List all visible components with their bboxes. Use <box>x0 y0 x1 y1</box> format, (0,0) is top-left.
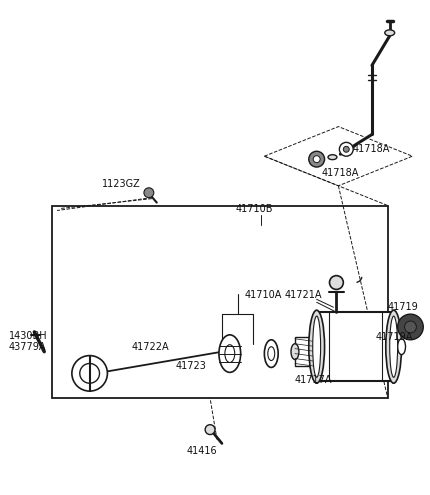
Ellipse shape <box>268 346 275 360</box>
Ellipse shape <box>329 276 343 290</box>
Circle shape <box>405 321 416 333</box>
Circle shape <box>309 151 325 167</box>
Ellipse shape <box>386 310 402 383</box>
Text: 41718A: 41718A <box>322 168 359 178</box>
Circle shape <box>313 156 320 163</box>
Text: 41717A: 41717A <box>295 375 332 385</box>
Ellipse shape <box>264 340 278 367</box>
Ellipse shape <box>309 310 325 383</box>
Circle shape <box>80 363 99 383</box>
Text: 1430BH: 1430BH <box>9 331 47 341</box>
Text: 43779A: 43779A <box>9 342 46 352</box>
Bar <box>316 312 393 381</box>
Circle shape <box>72 355 108 391</box>
Ellipse shape <box>390 316 398 377</box>
Ellipse shape <box>313 316 321 377</box>
Ellipse shape <box>291 344 299 359</box>
Circle shape <box>144 188 154 198</box>
Bar <box>52 205 388 398</box>
Text: 41719: 41719 <box>388 302 418 312</box>
Text: 41719A: 41719A <box>376 332 413 342</box>
Text: 1123GZ: 1123GZ <box>101 179 140 189</box>
Text: 41721A: 41721A <box>284 291 322 300</box>
Text: 41710B: 41710B <box>236 203 273 213</box>
Text: 41722A: 41722A <box>131 342 169 352</box>
Ellipse shape <box>225 345 235 362</box>
Bar <box>295 337 316 366</box>
Text: 41416: 41416 <box>187 446 218 456</box>
Ellipse shape <box>328 155 337 160</box>
Circle shape <box>205 425 215 435</box>
Circle shape <box>343 147 349 152</box>
Ellipse shape <box>385 30 395 36</box>
Text: 41723: 41723 <box>175 361 206 371</box>
Text: 41718A: 41718A <box>352 144 390 154</box>
Text: 41710A: 41710A <box>245 291 282 300</box>
Ellipse shape <box>219 335 241 372</box>
Circle shape <box>398 314 423 340</box>
Circle shape <box>339 143 353 156</box>
Ellipse shape <box>398 339 405 354</box>
